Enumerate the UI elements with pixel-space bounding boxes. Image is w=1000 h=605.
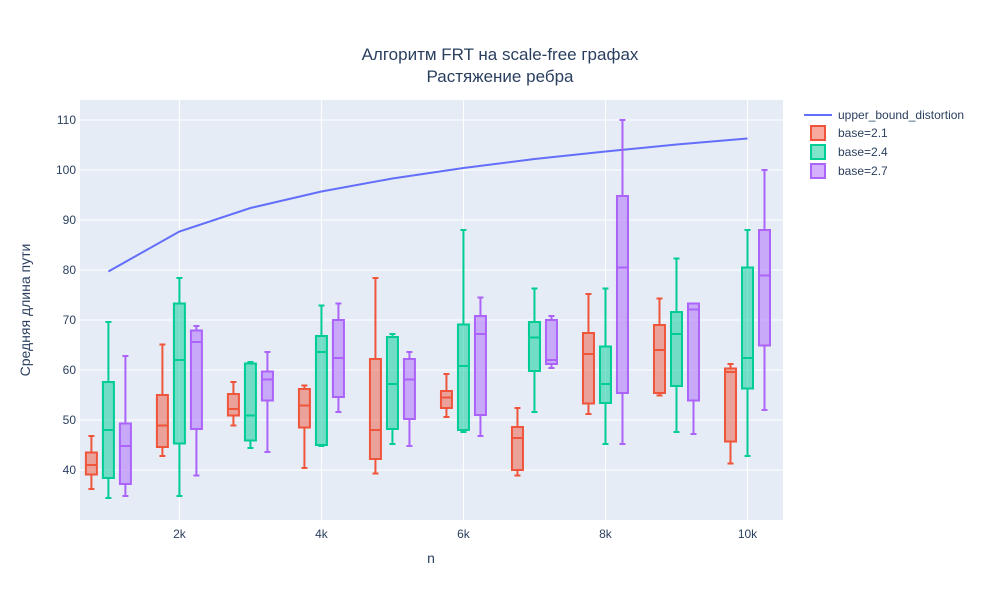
legend-item-line[interactable]: upper_bound_distortion xyxy=(804,108,964,122)
y-axis-title: Средняя длина пути xyxy=(17,244,33,377)
box-base-2-1-3000 xyxy=(226,381,240,427)
y-tick-label: 110 xyxy=(57,113,76,127)
box-base-2-4-6000 xyxy=(456,229,470,433)
box-iqr xyxy=(581,332,595,405)
box-iqr xyxy=(510,426,524,471)
x-tick-label: 6k xyxy=(457,527,471,541)
box-iqr xyxy=(402,358,416,420)
box-iqr xyxy=(439,390,453,409)
x-tick-label: 4k xyxy=(315,527,329,541)
box-base-2-7-6000 xyxy=(473,296,487,437)
box-base-2-7-10000 xyxy=(757,169,771,411)
box-iqr xyxy=(84,451,98,476)
legend-item-box-1[interactable]: base=2.4 xyxy=(810,144,888,160)
legend-label: base=2.7 xyxy=(838,164,888,178)
x-tick-label: 2k xyxy=(173,527,187,541)
legend-item-box-2[interactable]: base=2.7 xyxy=(810,163,888,179)
y-tick-label: 100 xyxy=(56,163,76,177)
y-tick-label: 90 xyxy=(63,213,77,227)
x-axis-title: n xyxy=(427,550,435,566)
box-base-2-7-1000 xyxy=(118,355,132,497)
box-base-2-4-2000 xyxy=(172,277,186,497)
box-base-2-1-6000 xyxy=(439,373,453,418)
y-tick-label: 40 xyxy=(63,463,77,477)
tick-labels: 40 50 60 70 80 90 100 110 2k 4k 6k 8k 10k xyxy=(56,113,758,541)
y-tick-label: 70 xyxy=(63,313,77,327)
box-iqr xyxy=(260,370,274,402)
box-iqr xyxy=(686,302,700,402)
box-base-2-4-4000 xyxy=(314,304,328,447)
box-base-2-1-2000 xyxy=(155,343,169,457)
box-iqr xyxy=(314,335,328,446)
box-base-2-7-5000 xyxy=(402,351,416,447)
box-iqr xyxy=(669,311,683,387)
box-iqr xyxy=(740,266,754,390)
legend-box-swatch xyxy=(810,144,826,160)
box-base-2-7-2000 xyxy=(189,325,203,477)
legend-label: base=2.4 xyxy=(838,145,888,159)
box-iqr xyxy=(757,229,771,347)
box-base-2-4-9000 xyxy=(669,257,683,433)
series-line-upper-bound xyxy=(107,137,748,273)
legend-box-swatch xyxy=(810,125,826,141)
box-iqr xyxy=(473,315,487,416)
box-base-2-4-8000 xyxy=(598,287,612,445)
legend-label: base=2.1 xyxy=(838,126,888,140)
box-iqr xyxy=(368,358,382,460)
box-iqr xyxy=(598,345,612,404)
box-base-2-1-9000 xyxy=(652,297,666,397)
box-iqr xyxy=(544,319,558,365)
box-base-2-7-3000 xyxy=(260,351,274,453)
box-iqr xyxy=(652,324,666,394)
x-tick-label: 8k xyxy=(599,527,613,541)
legend[interactable]: upper_bound_distortion base=2.1 base=2.4… xyxy=(804,108,964,179)
box-base-2-1-8000 xyxy=(581,293,595,415)
box-iqr xyxy=(615,195,629,394)
chart-title: Алгоритм FRT на scale-free графах xyxy=(362,45,639,64)
box-base-2-4-7000 xyxy=(527,287,541,413)
y-tick-label: 80 xyxy=(63,263,77,277)
box-base-2-1-4000 xyxy=(297,384,311,469)
box-base-2-7-7000 xyxy=(544,315,558,369)
box-iqr xyxy=(297,388,311,429)
box-base-2-1-5000 xyxy=(368,277,382,475)
box-base-2-7-8000 xyxy=(615,119,629,445)
line-series xyxy=(107,137,748,273)
box-iqr xyxy=(243,362,257,442)
box-base-2-4-3000 xyxy=(243,361,257,449)
box-iqr xyxy=(118,422,132,485)
box-base-2-1-10000 xyxy=(723,363,737,465)
y-tick-label: 60 xyxy=(63,363,77,377)
box-iqr xyxy=(723,367,737,443)
box-iqr xyxy=(189,329,203,430)
box-iqr xyxy=(226,393,240,417)
box-iqr xyxy=(172,302,186,445)
box-base-2-4-5000 xyxy=(385,333,399,445)
box-series xyxy=(84,119,771,499)
legend-box-swatch xyxy=(810,163,826,179)
box-base-2-1-7000 xyxy=(510,407,524,477)
legend-label: upper_bound_distortion xyxy=(838,108,964,122)
y-tick-label: 50 xyxy=(63,413,77,427)
chart-subtitle: Растяжение ребра xyxy=(427,67,575,86)
box-iqr xyxy=(456,323,470,431)
box-base-2-7-4000 xyxy=(331,302,345,413)
box-base-2-1-1000 xyxy=(84,435,98,490)
box-iqr xyxy=(527,321,541,372)
x-tick-label: 10k xyxy=(738,527,758,541)
legend-item-box-0[interactable]: base=2.1 xyxy=(810,125,888,141)
box-base-2-7-9000 xyxy=(686,302,700,435)
box-base-2-4-10000 xyxy=(740,229,754,457)
box-iqr xyxy=(155,394,169,448)
box-base-2-4-1000 xyxy=(101,321,115,499)
